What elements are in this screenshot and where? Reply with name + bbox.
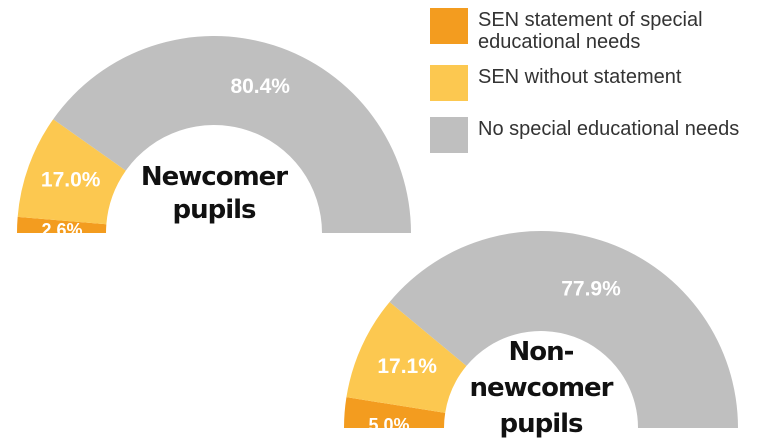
legend-label: No special educational needs (478, 118, 740, 140)
slice-label: 2.6% (41, 220, 82, 240)
slice-label: 77.9% (561, 277, 621, 300)
slice-sen-without (17, 119, 126, 225)
slice-label: 17.0% (41, 168, 101, 191)
legend-swatch-sen-without (430, 65, 468, 101)
legend-label: SEN statement of special educational nee… (478, 9, 703, 53)
slice-sen-statement (344, 397, 446, 428)
donut-title-line: pupils (499, 409, 583, 439)
donut-non-newcomer: 5.0% 17.1% 77.9% Non-newcomer pupils (344, 230, 738, 439)
legend-item-no-sen: No special educational needs (430, 117, 765, 153)
slice-no-sen (389, 230, 738, 428)
slice-no-sen (53, 35, 412, 234)
legend-item-sen-statement: SEN statement of special educational nee… (430, 8, 765, 53)
donut-title-line: Newcomer (141, 162, 288, 192)
slice-label: 80.4% (230, 75, 290, 98)
legend-item-sen-without: SEN without statement (430, 65, 765, 101)
slice-label: 5.0% (368, 415, 409, 435)
donut-title-line: pupils (172, 195, 256, 225)
legend-swatch-no-sen (430, 117, 468, 153)
slice-label: 17.1% (377, 355, 437, 378)
donut-title-line: newcomer (470, 373, 614, 403)
legend: SEN statement of special educational nee… (430, 8, 765, 165)
donut-title-line: Non- (509, 337, 574, 367)
legend-swatch-sen-statement (430, 8, 468, 44)
slice-sen-without (346, 301, 467, 413)
legend-label: SEN without statement (478, 66, 682, 88)
slice-sen-statement (17, 216, 107, 233)
